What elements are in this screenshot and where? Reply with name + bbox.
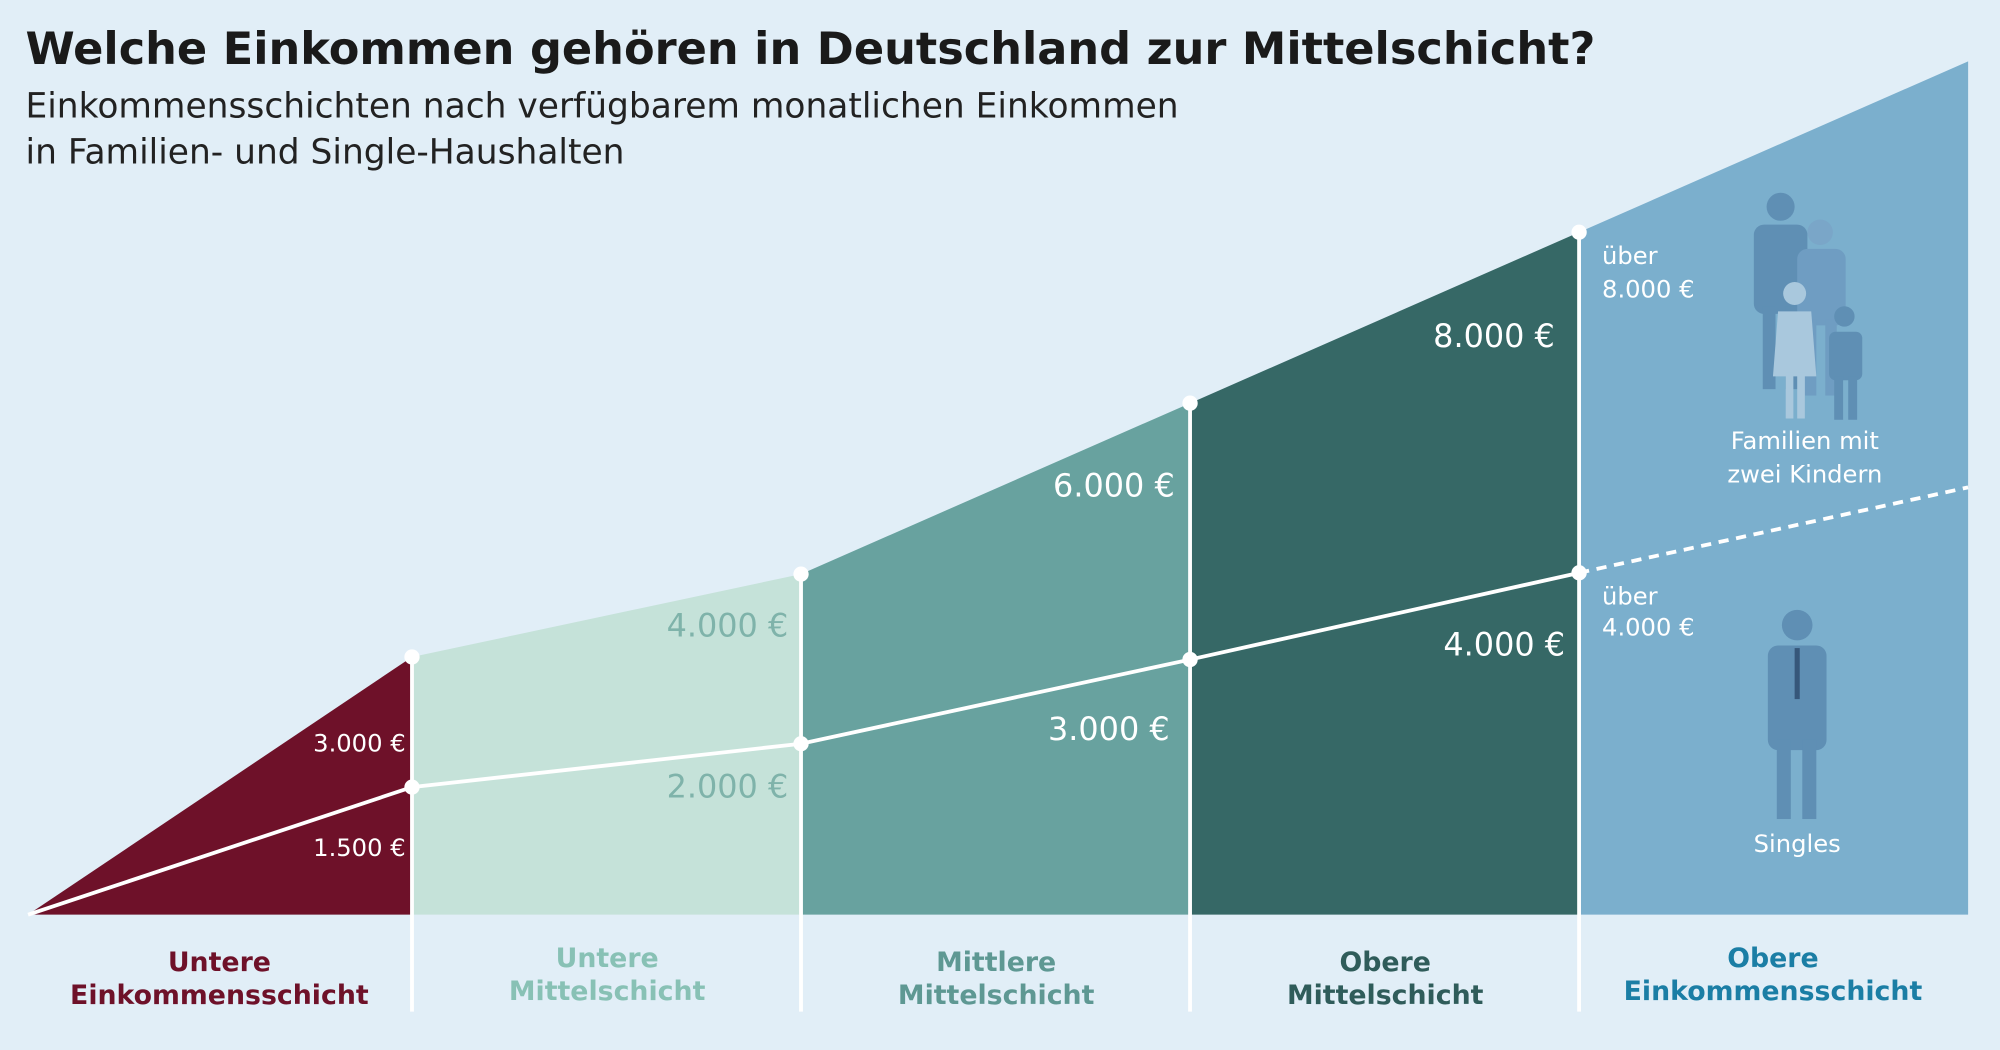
category-label: Mittelschicht (898, 980, 1095, 1011)
family-threshold: 8.000 € (1433, 317, 1555, 355)
family-threshold: 6.000 € (1053, 466, 1175, 504)
single-threshold: 1.500 € (313, 834, 405, 862)
category-label: Untere (556, 943, 659, 974)
dots (404, 224, 1587, 795)
band (801, 403, 1191, 915)
band (28, 657, 412, 915)
single-line-dashed (1578, 485, 1969, 575)
category-label: Einkommensschicht (1624, 976, 1923, 1007)
category-label: Obere (1339, 947, 1430, 978)
family-threshold: 3.000 € (313, 729, 405, 757)
family-threshold: 8.000 € (1602, 275, 1694, 303)
dot (404, 779, 420, 795)
single-threshold: 2.000 € (667, 767, 789, 805)
category-label: Obere (1727, 943, 1818, 974)
bands (28, 61, 1969, 915)
subtitle: in Familien- und Single-Haushalten (26, 132, 625, 172)
dot (793, 736, 809, 752)
band (1190, 232, 1580, 915)
single-threshold: 3.000 € (1048, 710, 1170, 748)
subtitle: Einkommensschichten nach verfügbarem mon… (26, 86, 1179, 126)
category-label: Mittelschicht (1287, 980, 1484, 1011)
title: Welche Einkommen gehören in Deutschland … (26, 23, 1596, 75)
category-label: Einkommensschicht (70, 980, 369, 1011)
single-threshold: über (1602, 583, 1658, 611)
dot (1182, 651, 1198, 668)
single-icon (1767, 609, 1827, 820)
category-label: Mittlere (936, 947, 1056, 978)
family-threshold: 4.000 € (667, 607, 789, 645)
family-label: zwei Kindern (1727, 460, 1882, 488)
band (1579, 61, 1969, 915)
dot (404, 649, 420, 665)
single-label: Singles (1754, 830, 1841, 858)
dot (1182, 395, 1198, 411)
dot (1571, 224, 1587, 240)
band (411, 574, 802, 915)
family-icon (1753, 192, 1863, 420)
single-threshold: 4.000 € (1602, 613, 1694, 641)
single-threshold: 4.000 € (1443, 626, 1565, 664)
category-label: Mittelschicht (509, 976, 706, 1007)
dot (1571, 565, 1587, 581)
dot (793, 566, 809, 582)
family-threshold: über (1602, 242, 1658, 270)
family-label: Familien mit (1731, 427, 1879, 455)
category-label: Untere (168, 947, 271, 978)
